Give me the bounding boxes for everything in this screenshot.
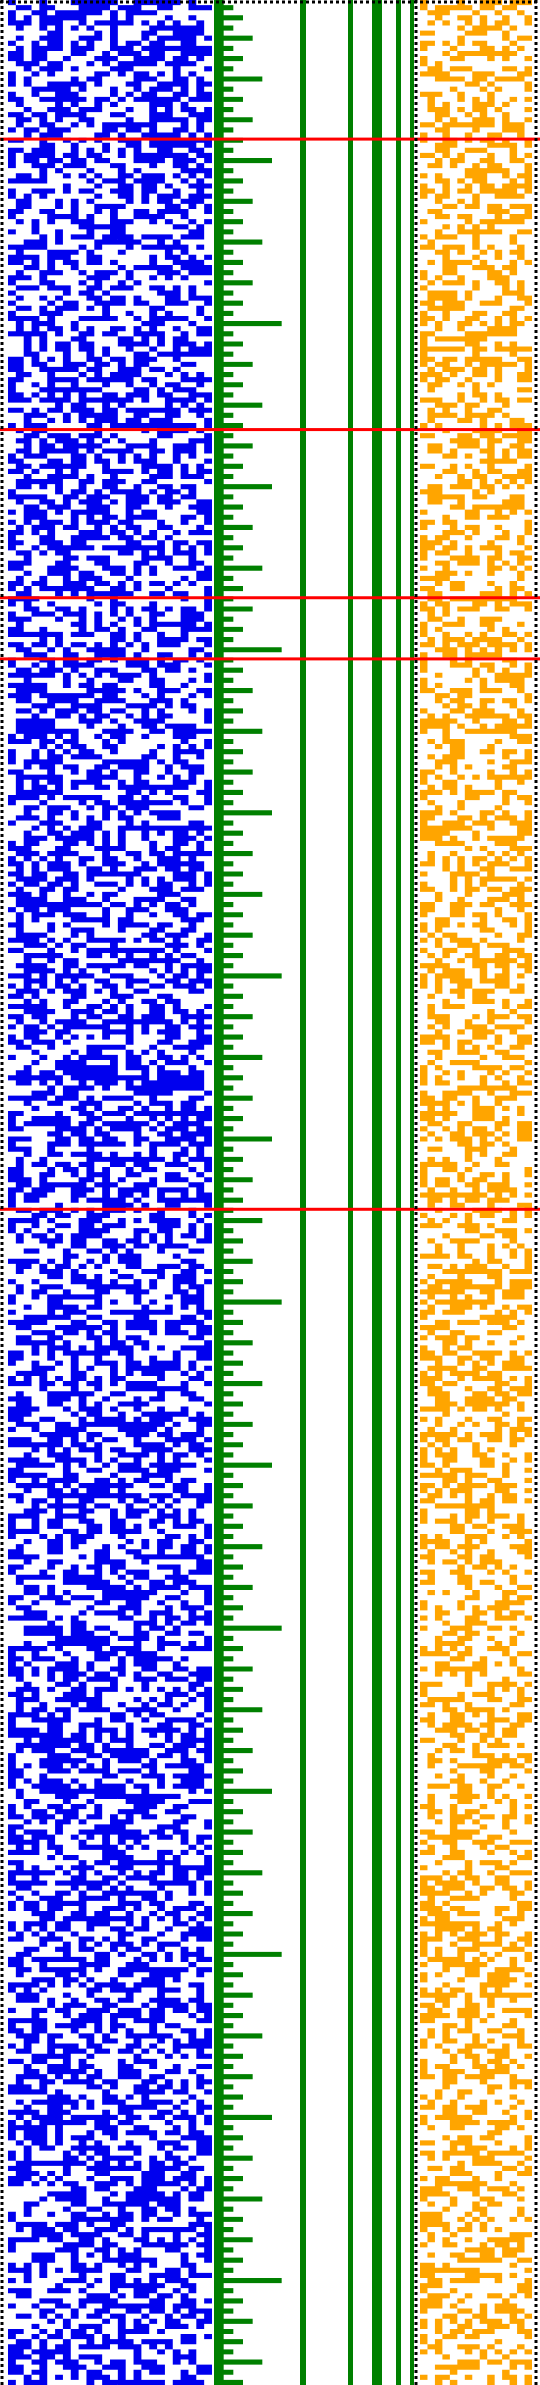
counter-line [372,0,382,2385]
counter-line [396,0,401,2385]
separator-line [0,428,540,432]
counter-line [348,0,353,2385]
separator-line [0,1207,540,1211]
counter-line [410,0,414,2385]
separator-line [0,596,540,600]
right-bit-cells [420,0,532,2385]
separator-line [0,657,540,661]
counter-line [300,0,306,2385]
separator-line [0,137,540,141]
counter-staircase [213,0,282,2385]
left-bit-cells [8,0,212,2385]
